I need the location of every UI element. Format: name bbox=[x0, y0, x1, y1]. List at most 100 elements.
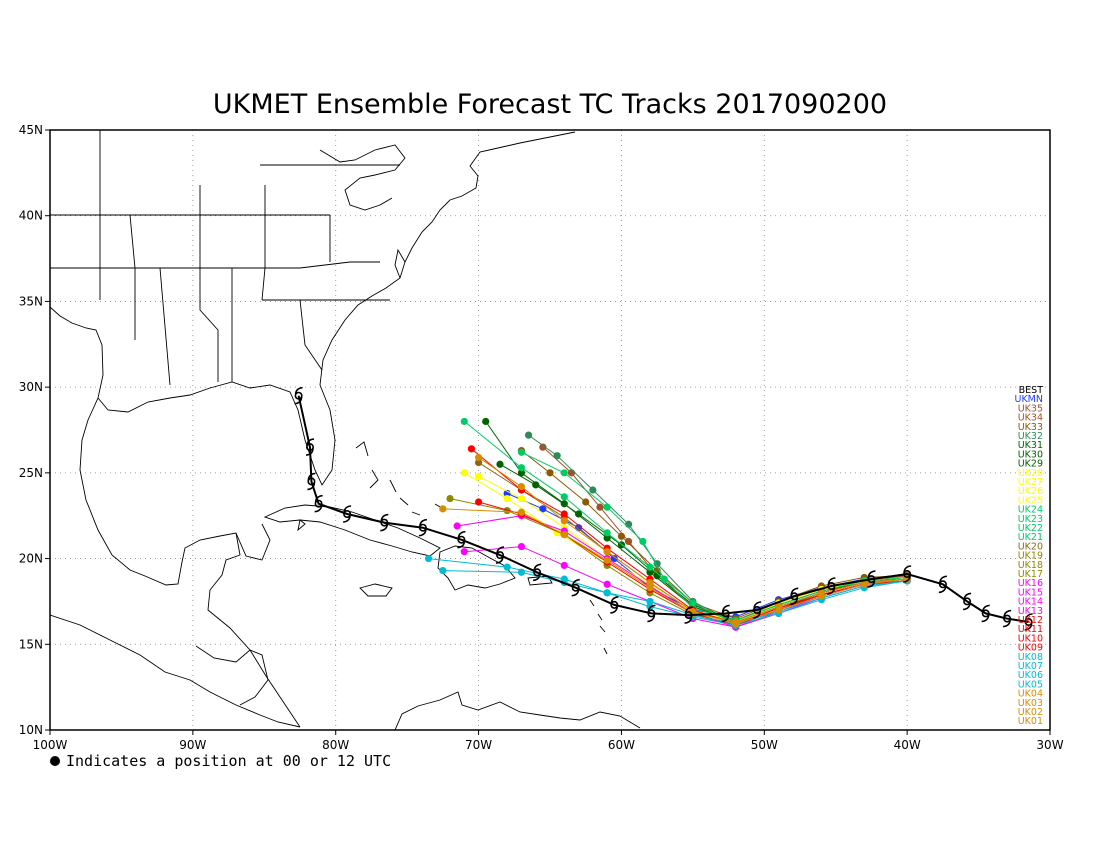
legend-entry: UK35 bbox=[1018, 403, 1043, 414]
legend-entry: UK10 bbox=[1018, 633, 1043, 644]
track-point-uk24 bbox=[603, 503, 611, 511]
best-track bbox=[294, 386, 1033, 631]
track-point-uk04 bbox=[646, 584, 654, 592]
legend-entry: UK17 bbox=[1018, 569, 1043, 580]
tick-label-lon: 30W bbox=[1036, 738, 1063, 752]
track-point-uk02 bbox=[560, 517, 568, 525]
track-point-uk02 bbox=[517, 482, 526, 491]
track-point-uk22 bbox=[560, 493, 568, 501]
legend-entry: UK28 bbox=[1018, 468, 1043, 479]
track-point-uk02 bbox=[732, 620, 740, 628]
footnote-dot bbox=[50, 756, 60, 766]
legend-entry: UK18 bbox=[1018, 560, 1043, 571]
hurricane-symbol-icon bbox=[790, 587, 799, 606]
track-point-uk22 bbox=[603, 529, 611, 537]
tick-label-lon: 40W bbox=[894, 738, 921, 752]
track-point-uk04 bbox=[439, 505, 447, 513]
legend-entry: BEST bbox=[1019, 385, 1044, 396]
hurricane-symbol-icon bbox=[647, 604, 656, 623]
hurricane-symbol-icon bbox=[305, 438, 315, 456]
track-point-uk29 bbox=[496, 460, 504, 468]
legend-entry: UK27 bbox=[1018, 477, 1043, 488]
track-point-uk02 bbox=[774, 606, 783, 614]
hurricane-symbol-icon bbox=[827, 577, 836, 595]
track-point-uk10 bbox=[474, 498, 483, 506]
island-jamaica bbox=[359, 583, 393, 597]
coastlines bbox=[50, 130, 641, 730]
hurricane-symbol-icon bbox=[1024, 613, 1033, 631]
hurricane-symbol-icon bbox=[963, 592, 972, 611]
tick-label-lat: 20N bbox=[19, 552, 43, 566]
hurricane-symbol-icon bbox=[495, 546, 505, 564]
hurricane-symbol-icon bbox=[294, 386, 303, 405]
legend-entry: UK03 bbox=[1018, 698, 1043, 709]
legend-entry: UK02 bbox=[1018, 707, 1043, 718]
track-point-uk22 bbox=[460, 417, 468, 426]
legend-entry: UK19 bbox=[1018, 551, 1043, 562]
legend-entry: UK31 bbox=[1018, 440, 1043, 451]
legend-entry: UK20 bbox=[1018, 541, 1043, 552]
track-point-uk16 bbox=[517, 542, 526, 551]
track-point-uk29 bbox=[574, 510, 583, 518]
legend-entry: UK32 bbox=[1018, 431, 1043, 442]
chart-title: UKMET Ensemble Forecast TC Tracks 201709… bbox=[213, 89, 887, 120]
tick-label-lat: 15N bbox=[19, 637, 43, 651]
tick-label-lon: 100W bbox=[33, 738, 68, 752]
track-point-uk32 bbox=[653, 560, 661, 568]
track-point-uk33 bbox=[546, 469, 554, 477]
ensemble-tracks bbox=[424, 417, 911, 631]
hurricane-symbol-icon bbox=[457, 530, 466, 549]
track-point-uk16 bbox=[603, 580, 611, 588]
legend: BESTUKMNUK35UK34UK33UK32UK31UK30UK29UK28… bbox=[1015, 385, 1044, 727]
tick-label-lat: 35N bbox=[19, 294, 43, 308]
track-point-uk33 bbox=[617, 532, 626, 540]
tick-label-lat: 30N bbox=[19, 380, 43, 394]
legend-entry: UK05 bbox=[1018, 679, 1043, 690]
legend-entry: UK12 bbox=[1018, 615, 1043, 626]
legend-entry: UK22 bbox=[1018, 523, 1043, 534]
legend-entry: UK08 bbox=[1018, 652, 1043, 663]
legend-entry: UK24 bbox=[1018, 505, 1043, 516]
track-line-uk32 bbox=[528, 434, 908, 625]
track-point-uk32 bbox=[553, 452, 561, 460]
track-point-uk02 bbox=[860, 580, 868, 588]
legend-entry: UK14 bbox=[1018, 597, 1043, 608]
legend-entry: UK21 bbox=[1018, 532, 1043, 543]
legend-entry: UK26 bbox=[1018, 486, 1043, 497]
legend-entry: UK13 bbox=[1018, 606, 1043, 617]
coastline-chesapeake bbox=[394, 248, 406, 279]
track-point-uk06 bbox=[439, 566, 447, 575]
legend-entry: UKMN bbox=[1015, 394, 1044, 405]
track-point-uk25 bbox=[503, 494, 511, 503]
track-point-uk22 bbox=[517, 464, 526, 472]
hurricane-symbol-icon bbox=[343, 505, 352, 523]
track-point-uk29 bbox=[532, 481, 540, 489]
track-point-uk02 bbox=[474, 453, 483, 462]
track-point-uk18 bbox=[503, 506, 511, 515]
hurricane-symbol-icon bbox=[1003, 609, 1012, 628]
track-point-uk24 bbox=[517, 448, 526, 456]
track-point-uk35 bbox=[567, 469, 576, 477]
track-line-uk04 bbox=[442, 508, 908, 623]
axis-ticks: 100W 90W 80W 70W 60W 50W 40W 30W 10N 15N 20N 25N 30N… bbox=[19, 123, 1064, 752]
track-point-uk04 bbox=[560, 530, 568, 539]
legend-entry: UK06 bbox=[1018, 670, 1043, 681]
tick-label-lon: 50W bbox=[751, 738, 778, 752]
hurricane-symbol-icon bbox=[314, 494, 323, 513]
legend-entry: UK01 bbox=[1018, 716, 1043, 727]
hurricane-symbol-icon bbox=[380, 513, 389, 532]
hurricane-symbol-icon bbox=[753, 601, 762, 619]
coastline-south-america bbox=[394, 691, 641, 730]
track-point-uk12 bbox=[467, 445, 476, 453]
hurricane-symbol-icon bbox=[981, 604, 990, 623]
track-point-uk02 bbox=[817, 592, 826, 600]
legend-entry: UK30 bbox=[1018, 449, 1043, 460]
track-point-ukmn bbox=[539, 505, 547, 513]
track-point-uk35 bbox=[596, 503, 604, 511]
track-point-uk02 bbox=[603, 548, 611, 556]
track-point-uk02 bbox=[646, 578, 654, 587]
coastline-gulf-us bbox=[97, 131, 576, 486]
track-point-ukmn bbox=[610, 554, 618, 563]
track-point-uk08 bbox=[646, 597, 654, 606]
